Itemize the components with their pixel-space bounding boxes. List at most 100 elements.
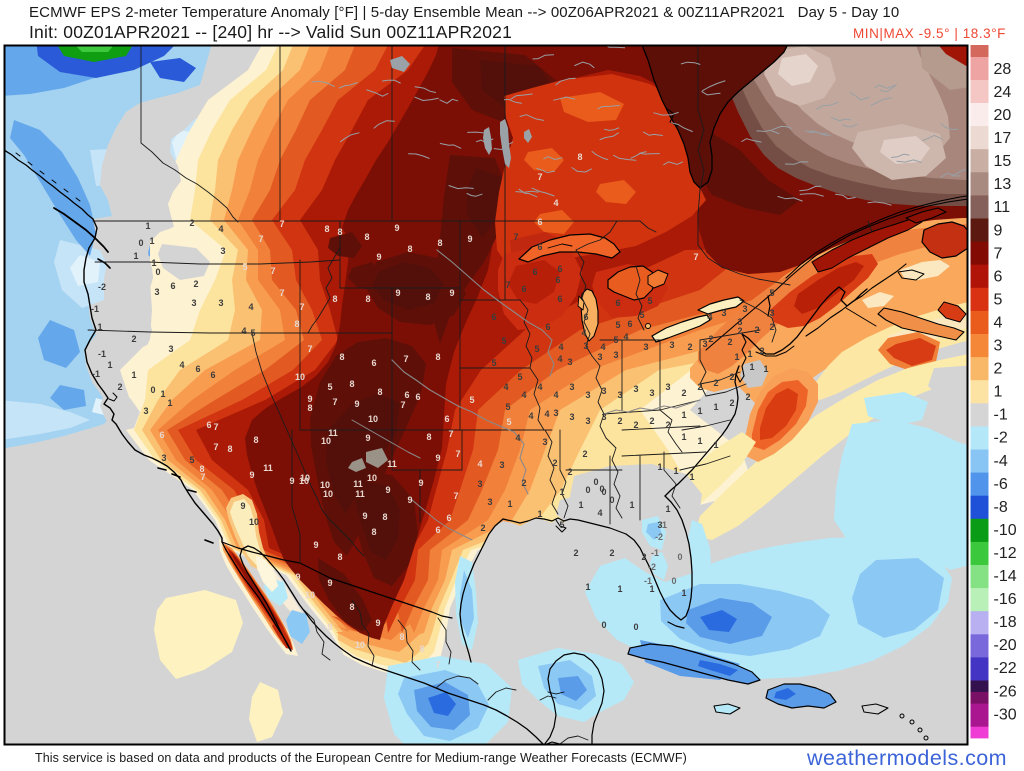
svg-text:2: 2 [729, 398, 734, 408]
svg-text:9: 9 [362, 511, 367, 521]
svg-text:1: 1 [629, 500, 634, 510]
svg-text:5: 5 [559, 520, 564, 530]
svg-text:1: 1 [107, 360, 112, 370]
svg-text:8: 8 [349, 602, 354, 612]
svg-text:2: 2 [665, 420, 670, 430]
svg-text:8: 8 [337, 552, 342, 562]
svg-text:7: 7 [213, 422, 218, 432]
svg-text:6: 6 [537, 242, 542, 252]
svg-text:3: 3 [601, 386, 606, 396]
svg-text:7: 7 [307, 344, 312, 354]
svg-text:4: 4 [218, 224, 223, 234]
svg-text:3: 3 [597, 352, 602, 362]
svg-text:7: 7 [299, 302, 304, 312]
svg-text:3: 3 [742, 304, 747, 314]
svg-text:7: 7 [200, 472, 205, 482]
svg-text:1: 1 [681, 410, 686, 420]
svg-text:5: 5 [250, 328, 255, 338]
svg-text:1: 1 [167, 398, 172, 408]
svg-text:1: 1 [697, 406, 702, 416]
svg-text:7: 7 [279, 288, 284, 298]
svg-text:8: 8 [435, 352, 440, 362]
svg-text:5: 5 [501, 336, 506, 346]
svg-text:2: 2 [480, 523, 485, 533]
svg-text:4: 4 [597, 508, 602, 518]
svg-text:8: 8 [339, 352, 344, 362]
svg-text:3: 3 [583, 341, 588, 351]
svg-text:5: 5 [639, 310, 644, 320]
svg-text:6: 6 [404, 390, 409, 400]
svg-text:-10: -10 [994, 522, 1017, 539]
svg-text:6: 6 [627, 319, 632, 329]
svg-text:11: 11 [263, 463, 273, 473]
svg-text:4: 4 [553, 198, 558, 208]
svg-text:8: 8 [365, 294, 370, 304]
svg-text:3: 3 [569, 412, 574, 422]
svg-text:-1: -1 [644, 576, 652, 586]
svg-text:2: 2 [521, 478, 526, 488]
svg-text:3: 3 [553, 408, 558, 418]
svg-text:9: 9 [249, 470, 254, 480]
svg-text:3: 3 [143, 406, 148, 416]
svg-text:9: 9 [418, 478, 423, 488]
svg-text:6: 6 [532, 267, 537, 277]
svg-text:-16: -16 [994, 591, 1017, 608]
svg-text:0: 0 [155, 267, 160, 277]
svg-text:8: 8 [332, 294, 337, 304]
svg-text:1: 1 [131, 370, 136, 380]
svg-text:11: 11 [994, 199, 1011, 216]
svg-text:5: 5 [242, 262, 247, 272]
svg-text:8: 8 [437, 238, 442, 248]
svg-text:8: 8 [294, 319, 299, 329]
svg-text:-26: -26 [994, 683, 1017, 700]
svg-text:1: 1 [537, 509, 542, 519]
svg-text:9: 9 [295, 572, 300, 582]
svg-text:7: 7 [455, 449, 460, 459]
svg-text:3: 3 [737, 317, 742, 327]
svg-text:1: 1 [133, 251, 138, 261]
svg-text:5: 5 [769, 288, 774, 298]
svg-text:10: 10 [367, 473, 377, 483]
svg-text:1: 1 [665, 504, 670, 514]
svg-text:1: 1 [673, 466, 678, 476]
svg-text:10: 10 [295, 372, 305, 382]
svg-text:8: 8 [253, 435, 258, 445]
svg-text:7: 7 [213, 442, 218, 452]
svg-text:3: 3 [161, 453, 166, 463]
svg-text:-30: -30 [994, 706, 1017, 723]
svg-text:3: 3 [567, 357, 572, 367]
svg-text:9: 9 [435, 453, 440, 463]
svg-text:2: 2 [687, 342, 692, 352]
svg-text:6: 6 [210, 370, 215, 380]
svg-text:2: 2 [633, 420, 638, 430]
svg-text:10: 10 [249, 517, 259, 527]
svg-text:11: 11 [355, 489, 365, 499]
svg-text:0: 0 [150, 385, 155, 395]
svg-text:7: 7 [448, 429, 453, 439]
svg-text:10: 10 [305, 590, 315, 600]
svg-text:9: 9 [395, 288, 400, 298]
svg-text:11: 11 [387, 459, 397, 469]
svg-text:3: 3 [569, 382, 574, 392]
svg-text:8: 8 [364, 232, 369, 242]
svg-text:6: 6 [435, 525, 440, 535]
svg-text:-2: -2 [648, 562, 656, 572]
svg-text:1: 1 [713, 402, 718, 412]
svg-text:-18: -18 [994, 614, 1017, 631]
svg-text:5: 5 [469, 395, 474, 405]
svg-text:6: 6 [491, 312, 496, 322]
svg-text:10: 10 [321, 436, 331, 446]
svg-text:7: 7 [994, 245, 1003, 262]
svg-text:-12: -12 [994, 545, 1017, 562]
svg-text:2: 2 [754, 325, 759, 335]
svg-text:28: 28 [994, 61, 1012, 78]
svg-text:1: 1 [585, 582, 590, 592]
svg-text:9: 9 [385, 485, 390, 495]
svg-text:4: 4 [581, 328, 586, 338]
svg-text:2: 2 [641, 552, 646, 562]
svg-text:-6: -6 [994, 476, 1008, 493]
svg-text:4: 4 [544, 409, 549, 419]
svg-text:6: 6 [557, 294, 562, 304]
svg-text:1: 1 [681, 588, 686, 598]
svg-text:2: 2 [994, 361, 1003, 378]
